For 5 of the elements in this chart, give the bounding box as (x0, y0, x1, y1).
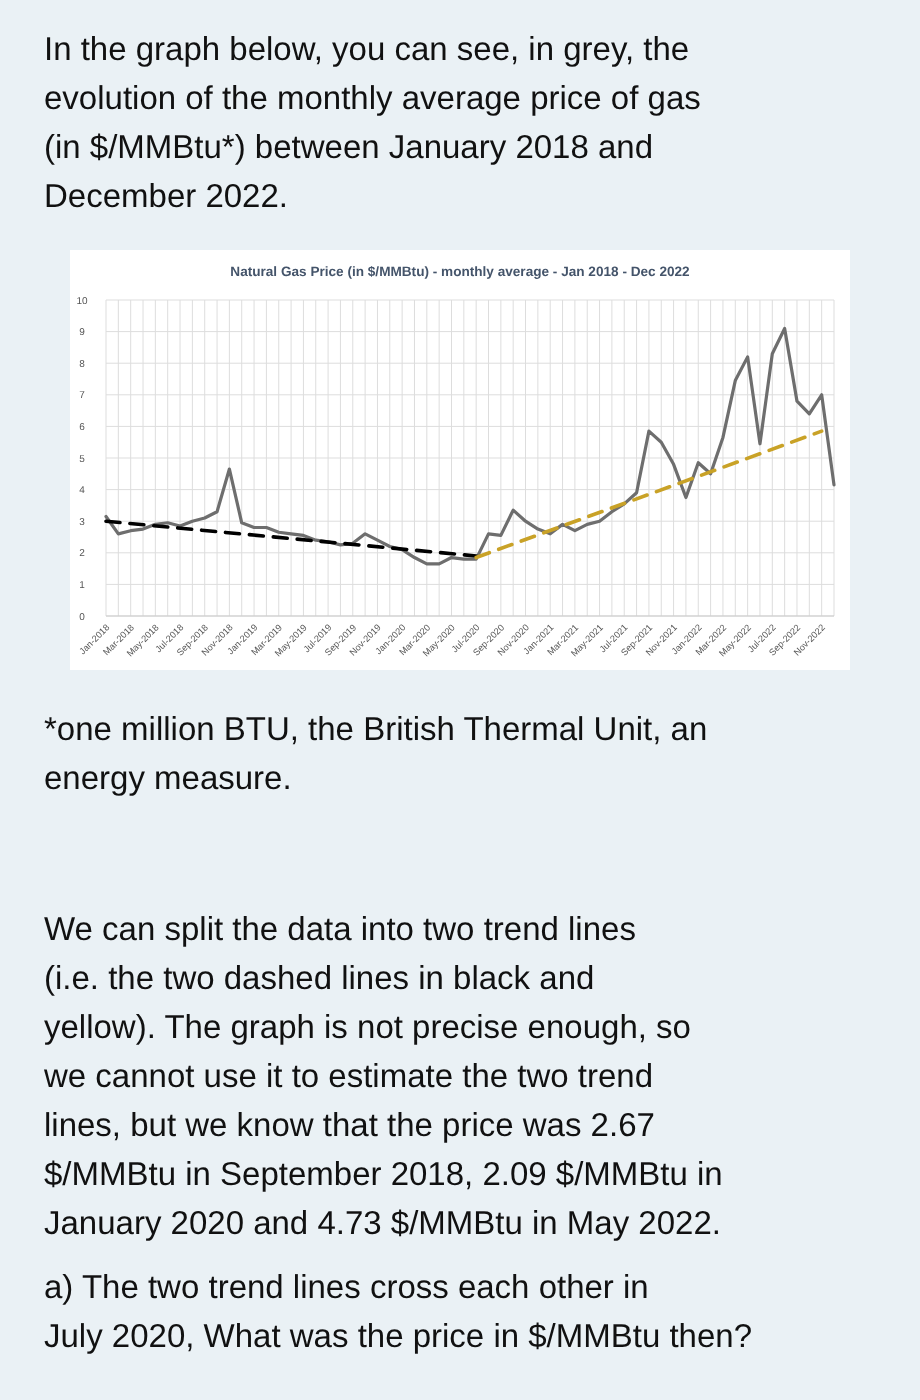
text: In the graph below, you can see, in grey, the evolution of the monthly average price of gas (in $/MMBtu*) between January 2018 and December 2022. (44, 32, 701, 215)
line-series (104, 326, 836, 566)
text: a) The two trend lines cross each other in July 2020, What was the price in $/MMBtu then? (44, 1270, 753, 1355)
text: *one million BTU, the British Thermal Unit, an energy measure. (44, 712, 708, 797)
text: We can split the data into two trend lines (i.e. the two dashed lines in black and yellow). The graph is not precise enough, so we cannot use it to estimate the two trend lines, but we know that the price was 2.67 $/MMBtu in September 2018, 2.09 $/MMBtu in January 2020 and 4.73 $/MMBtu in May 2022. (42, 912, 723, 1242)
